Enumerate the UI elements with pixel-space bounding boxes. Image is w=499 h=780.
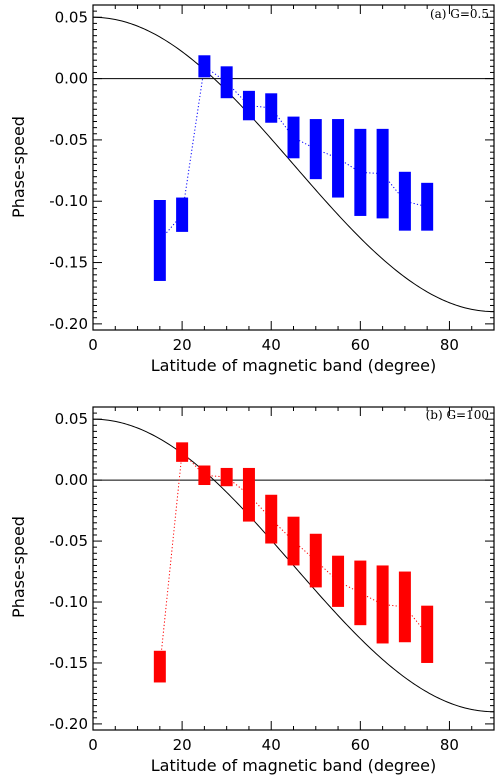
y-tick-label: -0.10 (49, 192, 88, 210)
range-bar-65 (376, 565, 389, 644)
range-bar-20 (176, 197, 189, 232)
range-bar-70 (398, 571, 411, 643)
y-tick-label: 0.05 (55, 8, 88, 26)
range-bar-60 (354, 128, 367, 216)
y-tick-label: -0.20 (49, 715, 88, 733)
range-bar-50 (309, 533, 322, 588)
range-bar-45 (287, 516, 300, 566)
y-axis-title: Phase-speed (9, 116, 28, 218)
x-tick-label: 20 (173, 336, 192, 354)
y-tick-label: -0.15 (49, 254, 88, 272)
range-bar-40 (265, 494, 278, 544)
x-axis-title: Latitude of magnetic band (degree) (151, 756, 436, 775)
range-bar-15 (153, 650, 166, 683)
x-tick-label: 0 (88, 736, 98, 754)
y-tick-label: -0.10 (49, 593, 88, 611)
range-bar-75 (421, 605, 434, 663)
reference-curve (93, 16, 494, 313)
panel-label: (a) G=0.5 (430, 7, 489, 21)
range-bar-70 (398, 171, 411, 231)
x-axis-title: Latitude of magnetic band (degree) (151, 356, 436, 375)
x-tick-label: 60 (351, 736, 370, 754)
range-bar-45 (287, 116, 300, 159)
range-bar-15 (153, 200, 166, 281)
x-tick-label: 0 (88, 336, 98, 354)
y-tick-label: -0.15 (49, 654, 88, 672)
range-bar-75 (421, 182, 434, 231)
range-bar-30 (220, 66, 233, 99)
x-tick-label: 80 (440, 336, 459, 354)
x-tick-label: 80 (440, 736, 459, 754)
range-bar-65 (376, 128, 389, 219)
x-tick-label: 40 (262, 736, 281, 754)
y-tick-label: 0.05 (55, 410, 88, 428)
range-bar-25 (198, 55, 211, 78)
range-bar-55 (332, 555, 345, 607)
range-bar-25 (198, 465, 211, 486)
range-bar-20 (176, 442, 189, 462)
y-tick-label: 0.00 (55, 70, 88, 88)
x-tick-label: 60 (351, 336, 370, 354)
plot-frame (92, 4, 495, 331)
range-bar-35 (242, 90, 255, 121)
panel-label: (b) G=100 (426, 408, 489, 422)
range-bar-40 (265, 93, 278, 123)
y-tick-label: -0.05 (49, 532, 88, 550)
range-bar-50 (309, 119, 322, 180)
range-bar-35 (242, 467, 255, 522)
range-bar-55 (332, 119, 345, 198)
plot-frame (92, 406, 495, 731)
range-bar-60 (354, 560, 367, 626)
range-bar-30 (220, 467, 233, 487)
x-tick-label: 20 (173, 736, 192, 754)
panel-a: 0 20 40 60 80 0.05 0.00 -0.05 -0.10 -0.15 -0.20 Lat… (9, 4, 495, 375)
reference-curve (93, 418, 494, 713)
x-tick-label: 40 (262, 336, 281, 354)
y-tick-label: 0.00 (55, 471, 88, 489)
y-tick-label: -0.05 (49, 131, 88, 149)
y-tick-label: -0.20 (49, 315, 88, 333)
panel-b: 0 20 40 60 80 0.05 0.00 -0.05 -0.10 -0.15 -0.20 Lat… (9, 406, 495, 775)
y-axis-title: Phase-speed (9, 516, 28, 618)
